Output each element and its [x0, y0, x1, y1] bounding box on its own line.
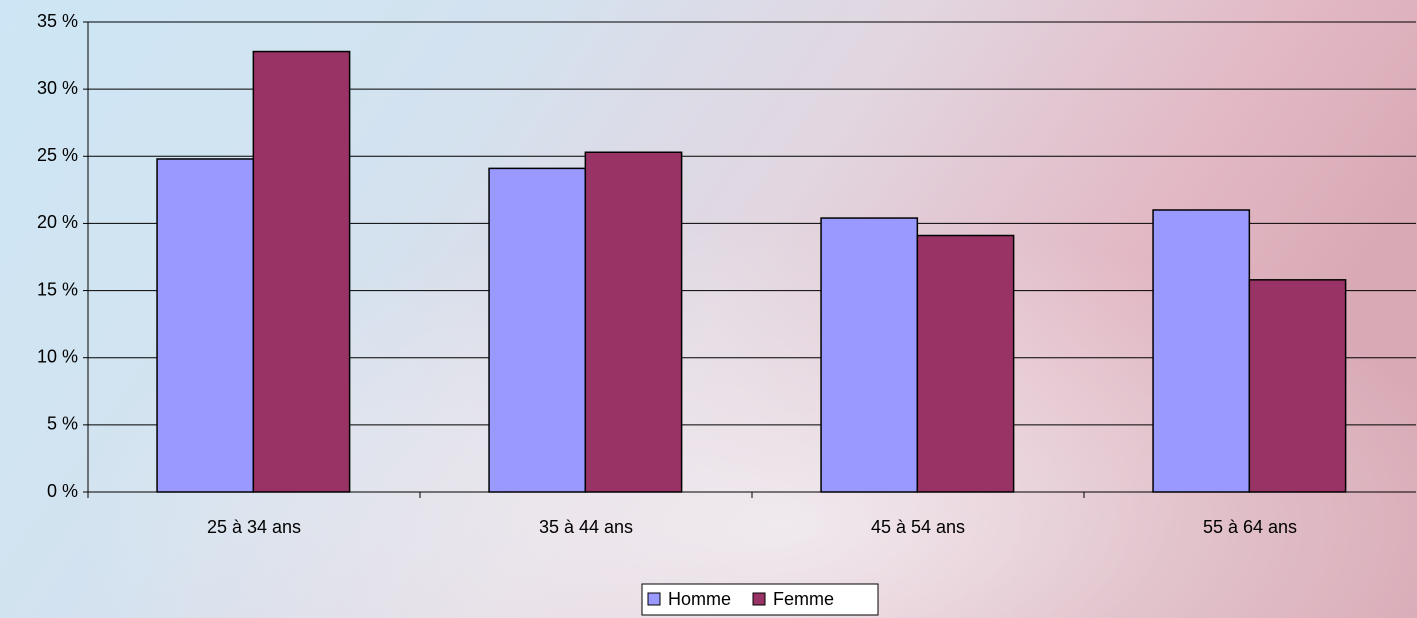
legend-swatch: [752, 592, 766, 606]
bar: [820, 217, 919, 493]
y-tick-label: 0 %: [47, 481, 78, 501]
y-tick-label: 25 %: [37, 145, 78, 165]
y-tick-label: 5 %: [47, 414, 78, 434]
y-tick-label: 10 %: [37, 346, 78, 366]
x-tick-label: 55 à 64 ans: [1203, 517, 1297, 537]
bar: [916, 234, 1015, 493]
legend-label: Homme: [668, 589, 731, 609]
bar: [584, 151, 683, 493]
y-tick-label: 30 %: [37, 78, 78, 98]
y-tick-label: 35 %: [37, 11, 78, 31]
bar: [1152, 209, 1251, 493]
x-tick-label: 25 à 34 ans: [207, 517, 301, 537]
bar: [488, 167, 587, 493]
legend-label: Femme: [773, 589, 834, 609]
y-tick-label: 15 %: [37, 279, 78, 299]
bar: [1248, 279, 1347, 493]
y-tick-label: 20 %: [37, 212, 78, 232]
bar: [252, 50, 351, 493]
legend-swatch: [647, 592, 661, 606]
x-tick-label: 35 à 44 ans: [539, 517, 633, 537]
x-tick-label: 45 à 54 ans: [871, 517, 965, 537]
bar: [156, 158, 255, 493]
